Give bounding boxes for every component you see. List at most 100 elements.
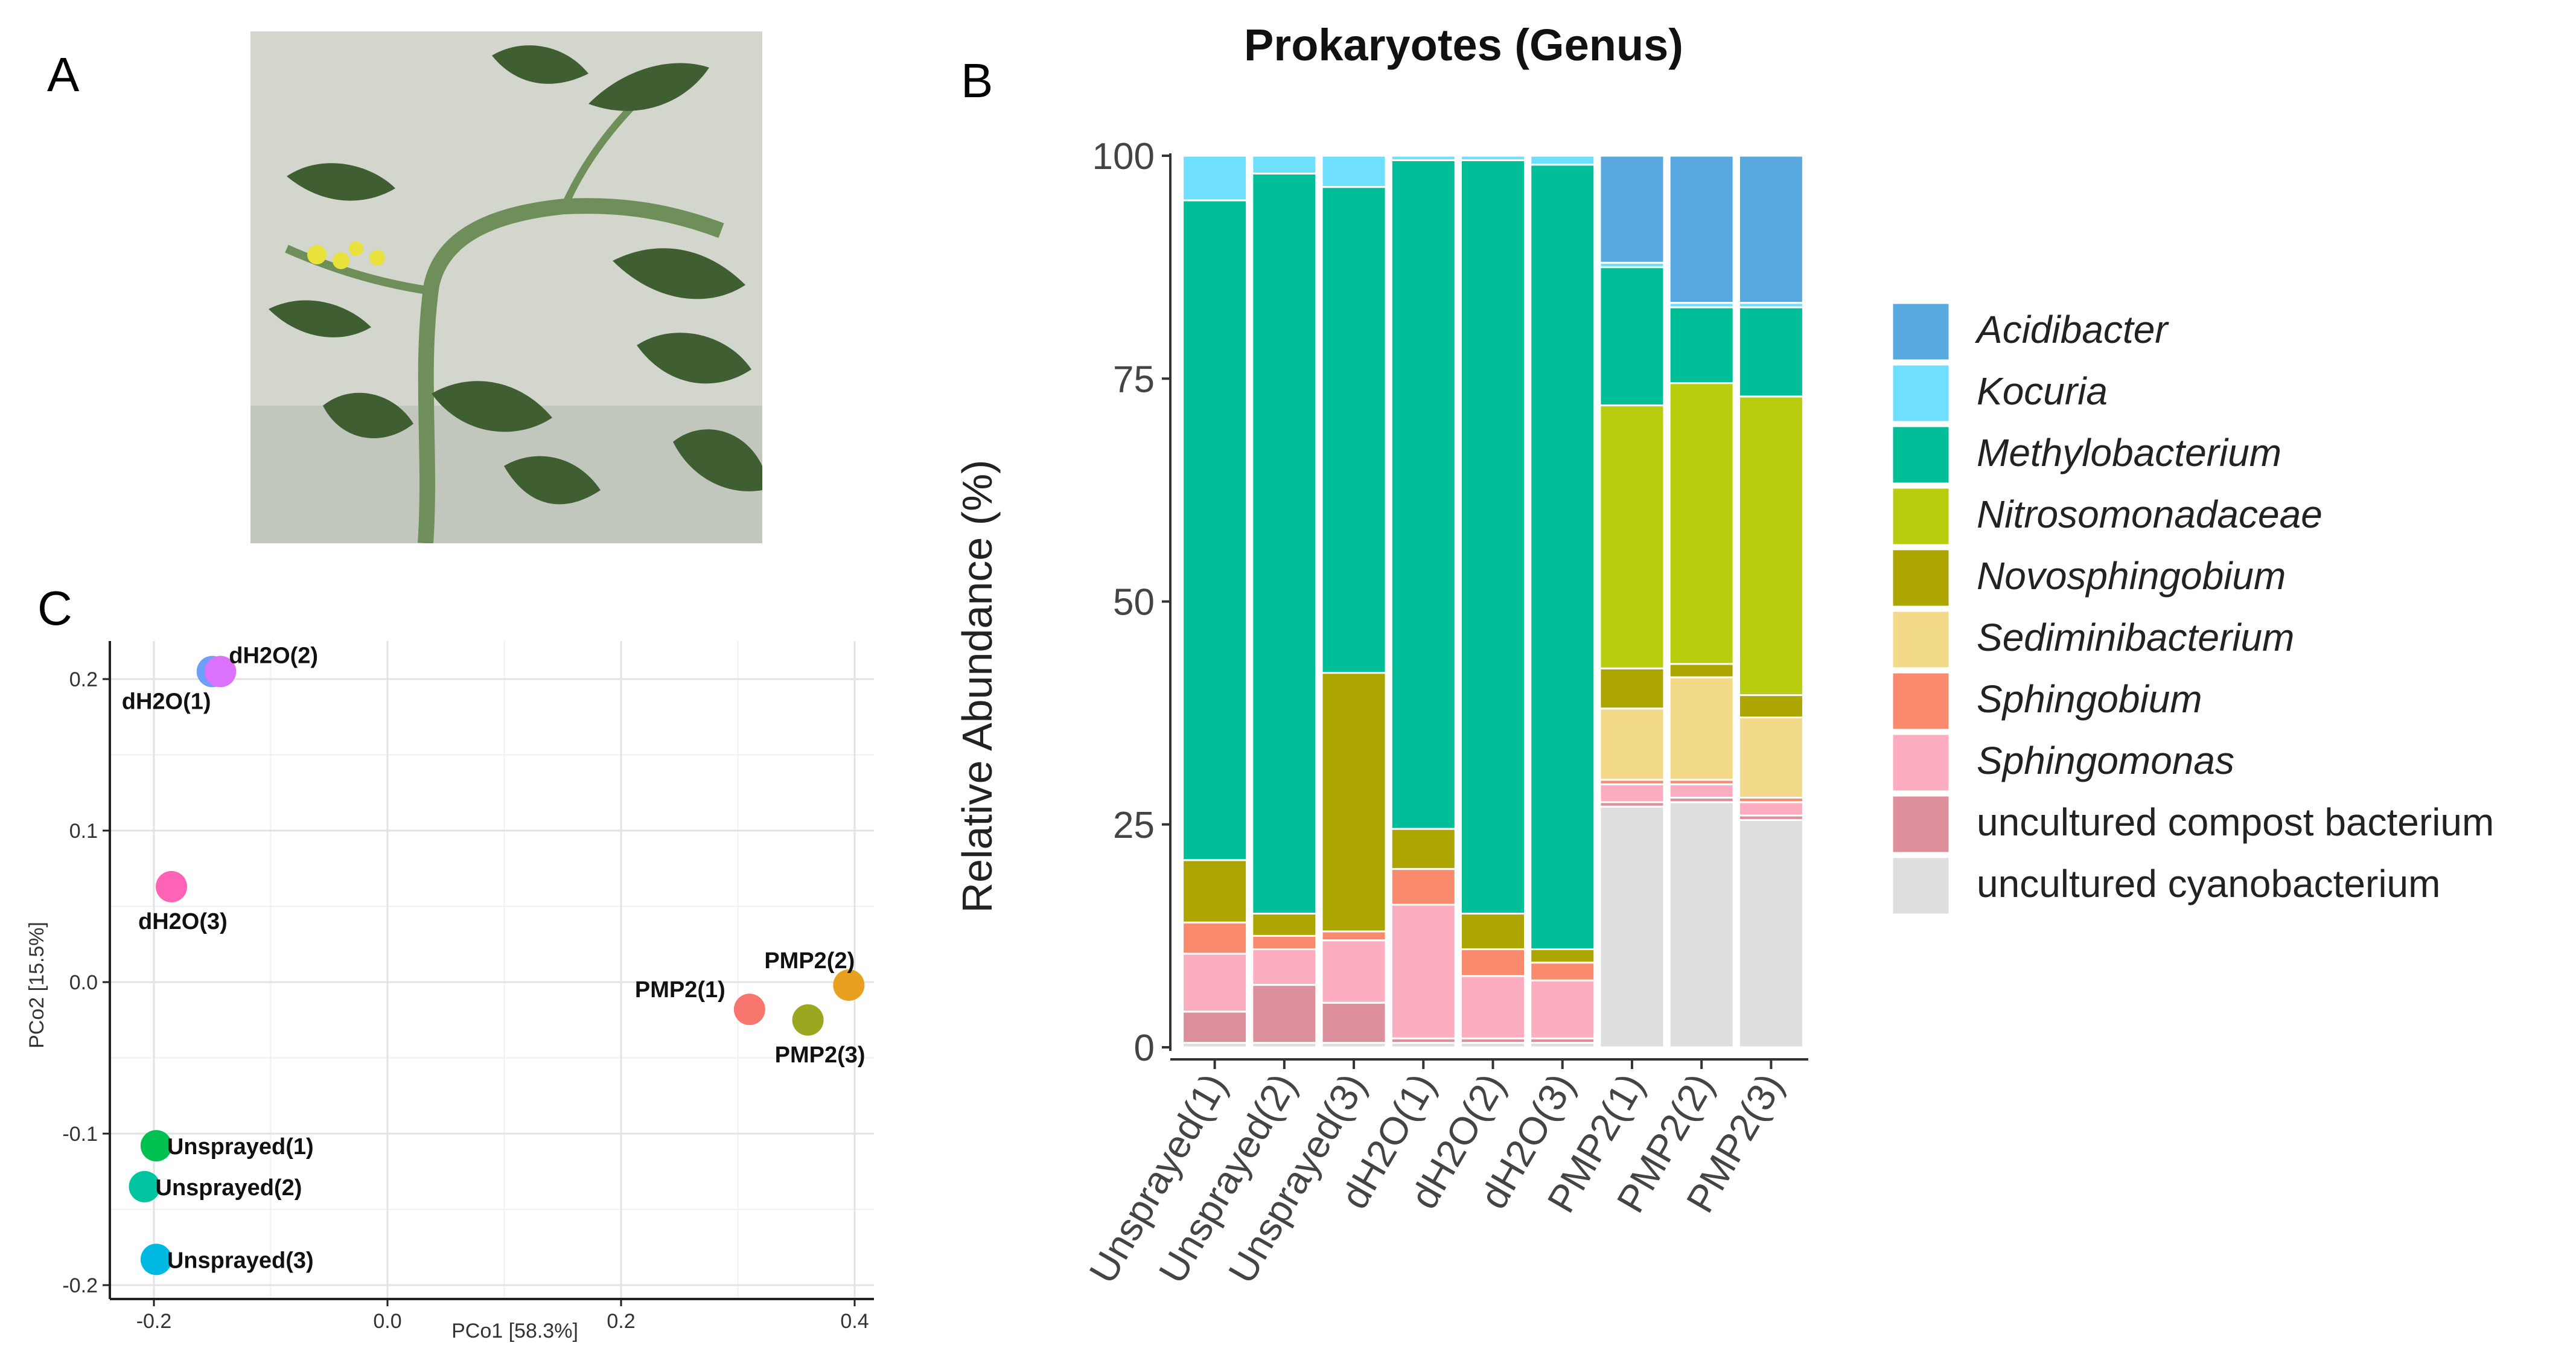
- y-tick-label: 50: [1113, 582, 1155, 624]
- legend: Acidibacter Kocuria Methylobacterium Nitros…: [1891, 302, 2494, 916]
- x-tick-label: 0.4: [840, 1310, 869, 1333]
- bar-segment: [1738, 395, 1804, 697]
- legend-label: Sediminibacterium: [1977, 616, 2294, 659]
- bar-segment: [1668, 676, 1735, 781]
- y-axis-label: Relative Abundance (%): [954, 460, 1001, 913]
- point-label: PMP2(2): [764, 948, 855, 974]
- scatter-point: [140, 1243, 172, 1275]
- bar-segment: [1459, 155, 1526, 161]
- bar-segment: [1459, 912, 1526, 951]
- scatter-point: [205, 656, 237, 688]
- legend-swatch: [1891, 363, 1951, 423]
- plot-grid: [110, 641, 874, 1299]
- legend-swatch: [1891, 610, 1951, 669]
- bar-segment: [1529, 155, 1596, 166]
- y-tick-label: 0.2: [69, 668, 98, 691]
- y-tick-label: 100: [1092, 136, 1155, 177]
- y-tick-label: 25: [1113, 805, 1155, 846]
- bar-segment: [1599, 404, 1665, 669]
- bar-segment: [1738, 819, 1804, 1049]
- bar-segment: [1529, 164, 1596, 951]
- tomato-plant-photo: [250, 31, 762, 543]
- legend-label: Sphingobium: [1977, 677, 2202, 721]
- bar-segment: [1599, 707, 1665, 781]
- scatter-point: [140, 1130, 172, 1162]
- bar-segment: [1390, 828, 1456, 870]
- point-label: Unsprayed(3): [167, 1248, 314, 1273]
- bar-segment: [1529, 962, 1596, 982]
- bar-segment: [1459, 948, 1526, 977]
- legend-label: Acidibacter: [1974, 308, 2169, 351]
- bars: [1182, 155, 1804, 1049]
- y-tick-label: 0.0: [69, 971, 98, 994]
- bar-segment: [1182, 921, 1248, 955]
- bar-segment: [1599, 266, 1665, 407]
- bar-segment: [1251, 173, 1318, 915]
- point-label: dH2O(1): [122, 689, 211, 714]
- bar-segment: [1459, 159, 1526, 915]
- bar-segment: [1668, 306, 1735, 385]
- y-tick-label: 0.1: [69, 820, 98, 843]
- legend-swatch: [1891, 425, 1951, 485]
- legend-label: uncultured cyanobacterium: [1977, 862, 2440, 905]
- point-label: Unsprayed(1): [167, 1134, 314, 1160]
- x-tick-label: -0.2: [136, 1310, 172, 1333]
- bar-segment: [1599, 783, 1665, 803]
- panel-label-b: B: [961, 54, 993, 107]
- bar-segment: [1321, 939, 1387, 1004]
- bar-segment: [1182, 953, 1248, 1013]
- plot-axes: -0.2 -0.1 0.0 0.1 0.2 -0.2 0.0 0.2 0.4: [62, 641, 874, 1333]
- bar-segment: [1321, 1001, 1387, 1044]
- scatter-point: [129, 1170, 161, 1202]
- legend-swatch: [1891, 548, 1951, 608]
- points: dH2O(1) dH2O(2) dH2O(3) PMP2(1) PMP2(2) PMP2(…: [122, 643, 866, 1275]
- legend-label: Novosphingobium: [1977, 554, 2286, 598]
- bar-segment: [1390, 904, 1456, 1039]
- y-tick-label: 0: [1134, 1027, 1155, 1069]
- x-tick-label: 0.2: [607, 1310, 635, 1333]
- y-tick-label: 75: [1113, 359, 1155, 400]
- legend-swatch: [1891, 302, 1951, 362]
- bar-segment: [1668, 382, 1735, 665]
- bar-segment: [1390, 155, 1456, 161]
- point-label: dH2O(3): [138, 909, 228, 934]
- y-axis: 0 25 50 75 100: [1092, 136, 1172, 1069]
- bar-segment: [1182, 199, 1248, 861]
- bar-segment: [1738, 155, 1804, 304]
- legend-label: uncultured compost bacterium: [1977, 800, 2494, 844]
- bar-segment: [1668, 155, 1735, 304]
- legend-swatch: [1891, 856, 1951, 916]
- scatter-point: [156, 870, 188, 902]
- y-tick-label: -0.1: [62, 1123, 98, 1146]
- y-axis-label: PCo2 [15.5%]: [25, 922, 48, 1049]
- bar-segment: [1738, 306, 1804, 398]
- bar-segment: [1182, 859, 1248, 924]
- legend-label: Kocuria: [1977, 369, 2108, 413]
- x-tick-label: 0.0: [373, 1310, 401, 1333]
- x-axis-label: PCo1 [58.3%]: [451, 1320, 578, 1342]
- legend-label: Methylobacterium: [1977, 431, 2281, 474]
- bar-segment: [1599, 155, 1665, 264]
- legend-label: Sphingomonas: [1977, 739, 2234, 782]
- bar-segment: [1738, 694, 1804, 719]
- point-label: PMP2(1): [635, 977, 725, 1003]
- point-label: PMP2(3): [775, 1042, 866, 1068]
- bar-segment: [1251, 912, 1318, 937]
- bar-segment: [1599, 805, 1665, 1049]
- chart-title: Prokaryotes (Genus): [1244, 20, 1683, 70]
- bar-segment: [1251, 155, 1318, 175]
- panel-label-a: A: [47, 48, 80, 101]
- panel-label-c: C: [37, 581, 72, 635]
- bar-segment: [1738, 717, 1804, 799]
- bar-segment: [1182, 1010, 1248, 1044]
- y-tick-label: -0.2: [62, 1274, 98, 1297]
- bar-segment: [1321, 155, 1387, 188]
- bar-segment: [1182, 155, 1248, 202]
- bar-segment: [1390, 159, 1456, 830]
- legend-label: Nitrosomonadaceae: [1977, 493, 2323, 536]
- scatter-point: [833, 969, 865, 1001]
- scatter-point: [733, 994, 765, 1026]
- scatter-point: [792, 1004, 824, 1036]
